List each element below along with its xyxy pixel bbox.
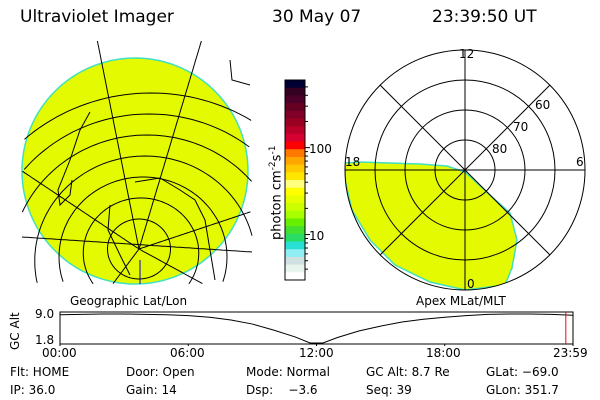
x-tick-12: 12:00 bbox=[299, 346, 334, 360]
coastline bbox=[57, 59, 251, 281]
mlt-label-12: 12 bbox=[459, 47, 475, 61]
y-tick-9: 9.0 bbox=[35, 307, 55, 321]
x-tick-6: 06:00 bbox=[170, 346, 205, 360]
emission-disk bbox=[21, 57, 249, 285]
filter-info: Flt: HOME bbox=[10, 365, 70, 379]
mlt-diagonal bbox=[379, 84, 551, 256]
latitude-circle bbox=[58, 176, 228, 282]
ip-info: IP: 36.0 bbox=[10, 383, 56, 397]
colorbar-band bbox=[285, 87, 305, 96]
meridian-line bbox=[138, 211, 251, 250]
meridian-line bbox=[21, 236, 253, 253]
colorbar-band bbox=[285, 118, 305, 127]
latitude-circle bbox=[222, 256, 228, 282]
meridian-line bbox=[96, 40, 140, 250]
colorbar-unit-label: photon cm-2s-1 bbox=[268, 146, 284, 240]
colorbar-band bbox=[285, 272, 305, 281]
latitude-circle bbox=[107, 218, 171, 280]
latitude-circle bbox=[24, 92, 252, 140]
latitude-circle bbox=[23, 113, 250, 170]
gc-alt-axis-label: GC Alt bbox=[8, 312, 22, 350]
date-label: 30 May 07 bbox=[272, 7, 362, 27]
unit-exponent-s: -1 bbox=[268, 145, 278, 155]
mode-info: Mode: Normal bbox=[246, 365, 330, 379]
mlt-label-0: 0 bbox=[467, 277, 475, 291]
colorbar-band bbox=[285, 156, 305, 166]
seq-info: Seq: 39 bbox=[366, 383, 412, 397]
mlat-label-80: 80 bbox=[492, 142, 508, 156]
colorbar-tick-100: 100 bbox=[309, 142, 332, 156]
unit-exponent-cm: -2 bbox=[268, 161, 278, 171]
gc-alt-line bbox=[59, 313, 573, 344]
colorbar-band bbox=[285, 195, 305, 204]
latitude-circle bbox=[34, 155, 253, 283]
colorbar-band bbox=[285, 187, 305, 196]
colorbar-band bbox=[285, 80, 305, 89]
y-tick-1-8: 1.8 bbox=[35, 333, 55, 347]
colorbar-band bbox=[285, 126, 305, 135]
colorbar-band bbox=[285, 95, 305, 104]
colorbar-band bbox=[285, 256, 305, 266]
colorbar-band bbox=[285, 210, 305, 219]
x-tick-end: 23:59 bbox=[553, 346, 588, 360]
mlat-label-70: 70 bbox=[513, 120, 529, 134]
colorbar-band bbox=[285, 149, 305, 158]
latitude-circle bbox=[21, 134, 252, 213]
colorbar-band bbox=[285, 172, 305, 181]
colorbar-band bbox=[285, 141, 305, 150]
meridian-line bbox=[138, 248, 203, 285]
timeline-frame bbox=[59, 311, 574, 345]
apex-label: Apex MLat/MLT bbox=[416, 294, 506, 308]
colorbar-band bbox=[285, 226, 305, 235]
colorbar-band bbox=[285, 133, 305, 143]
colorbar-band bbox=[285, 241, 305, 250]
colorbar-frame bbox=[284, 79, 306, 281]
unit-text-s: s bbox=[269, 154, 285, 162]
mlt-label-18: 18 bbox=[345, 155, 361, 169]
latitude-circle bbox=[82, 197, 200, 285]
mlt-label-6: 6 bbox=[576, 155, 584, 169]
gc-alt-info: GC Alt: 8.7 Re bbox=[366, 365, 450, 379]
x-tick-18: 18:00 bbox=[426, 346, 461, 360]
instrument-title: Ultraviolet Imager bbox=[20, 7, 174, 27]
time-label: 23:39:50 UT bbox=[432, 7, 537, 27]
colorbar-tick-10: 10 bbox=[309, 229, 325, 243]
dsp-info: Dsp: −3.6 bbox=[246, 383, 318, 397]
glon-info: GLon: 351.7 bbox=[486, 383, 559, 397]
emission-region bbox=[345, 161, 518, 290]
colorbar-band bbox=[285, 249, 305, 258]
colorbar-band bbox=[285, 264, 305, 273]
glat-info: GLat: −69.0 bbox=[486, 365, 559, 379]
colorbar-band bbox=[285, 110, 305, 119]
colorbar-band bbox=[285, 233, 305, 243]
latitude-circle bbox=[188, 252, 200, 285]
meridian-line bbox=[138, 40, 202, 250]
unit-text: photon cm bbox=[269, 170, 285, 240]
mlat-label-60: 60 bbox=[535, 98, 551, 112]
x-tick-0: 00:00 bbox=[42, 346, 77, 360]
colorbar-band bbox=[285, 218, 305, 227]
colorbar-band bbox=[285, 203, 305, 212]
geographic-label: Geographic Lat/Lon bbox=[70, 294, 188, 308]
meridian-line bbox=[22, 170, 140, 250]
colorbar-band bbox=[285, 180, 305, 189]
gain-info: Gain: 14 bbox=[126, 383, 177, 397]
colorbar-band bbox=[285, 164, 305, 173]
colorbar-band bbox=[285, 103, 305, 112]
door-info: Door: Open bbox=[126, 365, 195, 379]
